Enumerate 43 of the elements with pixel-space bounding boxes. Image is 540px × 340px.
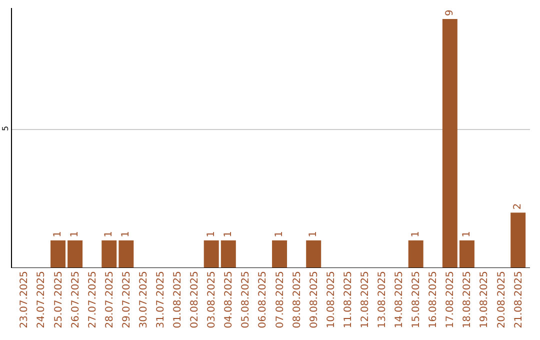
x-tick-label: 14.08.2025 bbox=[394, 271, 406, 328]
x-tick-label: 28.07.2025 bbox=[104, 271, 116, 328]
x-tick-label: 26.07.2025 bbox=[70, 271, 82, 328]
data-label: 1 bbox=[70, 230, 81, 238]
data-label: 1 bbox=[206, 230, 217, 238]
x-tick-label: 11.08.2025 bbox=[342, 271, 354, 328]
x-tick-label: 20.08.2025 bbox=[496, 271, 508, 328]
x-tick-label: 27.07.2025 bbox=[87, 271, 98, 328]
data-label: 9 bbox=[444, 10, 456, 16]
x-tick-label: 03.08.2025 bbox=[206, 271, 218, 328]
x-tick-label: 06.08.2025 bbox=[258, 271, 269, 328]
data-label: 1 bbox=[461, 230, 472, 238]
data-label: 1 bbox=[52, 230, 64, 238]
data-label: 1 bbox=[222, 230, 234, 238]
x-tick-label: 17.08.2025 bbox=[445, 271, 456, 328]
data-label: 1 bbox=[308, 230, 320, 238]
x-tick-label: 09.08.2025 bbox=[308, 271, 320, 328]
x-tick-label: 25.07.2025 bbox=[53, 271, 64, 328]
x-tick-label: 08.08.2025 bbox=[292, 271, 303, 328]
x-tick-label: 31.07.2025 bbox=[155, 271, 166, 328]
x-tick-label: 19.08.2025 bbox=[479, 271, 490, 328]
y-tick-label: 5 bbox=[0, 126, 10, 132]
x-tick-label: 18.08.2025 bbox=[462, 271, 474, 328]
x-tick-label: 29.07.2025 bbox=[121, 271, 132, 328]
x-tick-label: 05.08.2025 bbox=[240, 271, 252, 328]
x-tick-label: 02.08.2025 bbox=[190, 271, 201, 328]
x-tick-label: 12.08.2025 bbox=[360, 271, 371, 328]
x-tick-label: 04.08.2025 bbox=[224, 271, 235, 328]
x-tick-label: 16.08.2025 bbox=[428, 271, 440, 328]
x-tick-label: 10.08.2025 bbox=[326, 271, 337, 328]
x-tick-label: 21.08.2025 bbox=[513, 271, 524, 328]
x-tick-label: 24.07.2025 bbox=[36, 271, 48, 328]
x-tick-label: 13.08.2025 bbox=[377, 271, 388, 328]
x-tick-label: 23.07.2025 bbox=[19, 271, 30, 328]
x-tick-label: 01.08.2025 bbox=[172, 271, 184, 328]
data-label: 1 bbox=[274, 230, 286, 238]
data-label: 1 bbox=[104, 230, 115, 238]
x-tick-label: 30.07.2025 bbox=[138, 271, 150, 328]
x-tick-label: 15.08.2025 bbox=[411, 271, 422, 328]
data-label: 1 bbox=[120, 230, 132, 238]
x-tick-label: 07.08.2025 bbox=[274, 271, 286, 328]
data-label: 1 bbox=[410, 230, 422, 238]
data-label: 2 bbox=[512, 203, 524, 210]
